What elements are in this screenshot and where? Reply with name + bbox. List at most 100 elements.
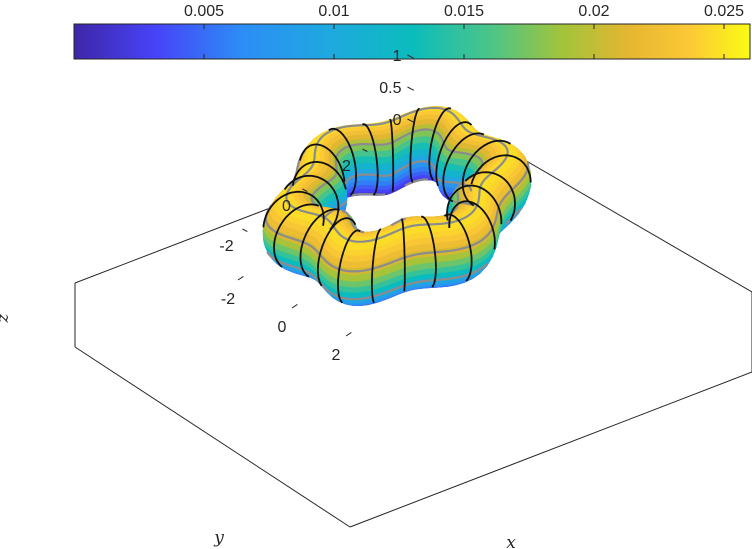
surface-patch	[420, 256, 430, 264]
surface-patch	[379, 150, 386, 158]
surface-patch	[375, 134, 383, 141]
z-tick-mark	[407, 54, 415, 59]
surface-parallel-line	[264, 204, 486, 273]
surface-meridian-line	[292, 160, 347, 190]
y-tick-label: 0	[282, 198, 291, 215]
surface-patch	[418, 237, 428, 246]
colorbar-bar	[73, 23, 751, 60]
y-axis-label: y	[213, 528, 224, 548]
surface-meridian-line	[273, 247, 283, 268]
surface-meridian-line	[273, 203, 319, 248]
surface-patch	[436, 254, 447, 263]
axis-ticks: -2 0 2 -2 0 2 0 0.5 1	[219, 48, 415, 364]
z-tick-mark	[407, 118, 415, 123]
surface-patch	[315, 154, 321, 160]
z-tick-label: 1	[393, 48, 402, 65]
surface-patch	[419, 149, 426, 156]
y-tick-mark	[302, 188, 308, 192]
y-tick-label: 2	[342, 158, 351, 175]
surface-meridian-line	[299, 143, 346, 182]
surface-meridian-line	[370, 228, 382, 285]
surface-meridian-line	[509, 203, 516, 222]
surface-patch	[359, 162, 367, 170]
colorbar-ticks: 0.005 0.01 0.015 0.02 0.025	[184, 3, 744, 59]
surface-meridian-line	[442, 132, 485, 203]
surface-patch	[434, 242, 445, 250]
z-axis-label: z	[0, 312, 13, 323]
surface-patch	[349, 255, 360, 263]
surface-meridian-line	[299, 208, 340, 258]
surface-meridian-line	[328, 127, 358, 196]
floor-front-left-edge	[74, 346, 351, 528]
x-tick-label: 2	[332, 347, 341, 364]
surface-parallel-line	[390, 217, 406, 227]
surface-meridian-line	[428, 107, 452, 181]
surface-parallel-line	[350, 193, 386, 197]
surface-patch	[380, 157, 386, 165]
surface-meridian-line	[262, 190, 325, 228]
surface-meridian-line	[409, 108, 421, 183]
surface-meridian-line	[470, 154, 532, 185]
surface-meridian-line	[283, 174, 340, 231]
surface-meridian-line	[443, 213, 473, 262]
surface-patch	[379, 189, 386, 193]
colorbar: 0.005 0.01 0.015 0.02 0.025	[73, 3, 751, 60]
surface-patch	[388, 161, 393, 170]
surface-patch	[380, 180, 386, 186]
colorbar-tick-label: 0.025	[704, 3, 744, 20]
surface-patch	[419, 166, 426, 172]
surface-patch	[346, 291, 357, 298]
surface-patch	[380, 163, 386, 171]
x-tick-label: -2	[221, 291, 235, 308]
colorbar-tick-label: 0.01	[318, 3, 349, 20]
axes-box	[74, 129, 752, 528]
surface-meridian-line	[403, 273, 406, 292]
y-tick-label: -2	[219, 238, 233, 255]
torus-surface	[262, 105, 532, 307]
colorbar-tick-label: 0.015	[444, 3, 484, 20]
surface-patch	[380, 185, 386, 190]
z-tick-mark	[407, 86, 415, 91]
surface-meridian-line	[446, 184, 503, 223]
surface-patch	[414, 148, 421, 157]
surface-meridian-line	[431, 267, 437, 288]
colorbar-tick-label: 0.005	[184, 3, 224, 20]
surface-meridian-line	[316, 217, 357, 271]
surface-meridian-line	[465, 261, 473, 282]
surface-meridian-line	[316, 270, 323, 287]
surface-patch	[378, 145, 385, 152]
surface-patch	[372, 126, 381, 132]
y-tick-mark	[242, 228, 248, 232]
surface-meridian-line	[389, 118, 395, 193]
surface-meridian-line	[420, 215, 437, 268]
surface-patch	[419, 243, 429, 252]
x-axis-label: x	[506, 533, 516, 549]
surface-meridian-line	[370, 284, 375, 304]
surface-parallel-line	[344, 160, 473, 192]
x-tick-label: 0	[278, 319, 287, 336]
surface-patch	[348, 261, 358, 270]
surface-meridian-line	[461, 139, 511, 207]
surface-meridian-line	[337, 229, 361, 285]
surface-patch	[346, 286, 356, 293]
surface-patch	[352, 244, 362, 251]
surface-patch	[384, 162, 390, 171]
surface-patch	[355, 273, 366, 282]
x-tick-mark	[345, 331, 352, 337]
x-tick-mark	[237, 275, 244, 281]
surface-parallel-line	[404, 178, 428, 187]
colorbar-tick-label: 0.02	[578, 3, 609, 20]
y-tick-mark	[362, 148, 368, 152]
surface-parallel-line	[484, 262, 488, 267]
surface-patch	[433, 236, 444, 244]
surface-meridian-line	[400, 218, 406, 274]
floor-front-right-edge	[349, 371, 752, 528]
surface-parallel-line	[285, 106, 509, 243]
surface-meridian-line	[493, 242, 496, 250]
surface-patch	[370, 162, 378, 170]
surface-parallel-line	[266, 251, 486, 301]
surface-patch	[339, 272, 348, 282]
surface-patch	[412, 257, 422, 266]
surface-patch	[364, 162, 372, 170]
